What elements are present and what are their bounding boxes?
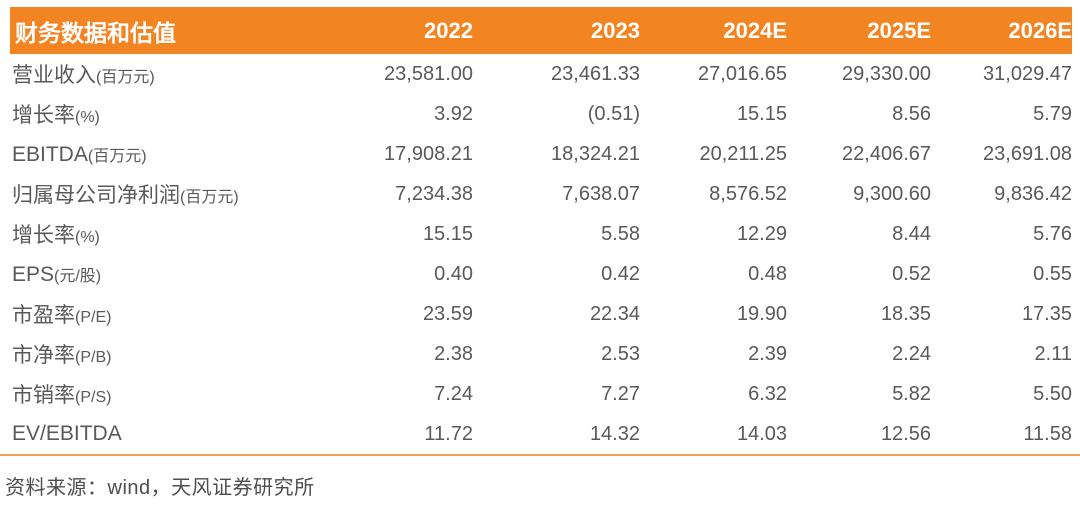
- row-label-eps: EPS(元/股): [12, 262, 102, 286]
- cell-value: 22.34: [589, 302, 640, 325]
- column-header-2022: 2022: [340, 7, 473, 54]
- cell-value: 7.27: [601, 382, 640, 405]
- cell-value: 14.32: [589, 422, 640, 445]
- row-label-ev-ebitda: EV/EBITDA: [12, 422, 122, 445]
- cell-value: 11.72: [424, 422, 473, 445]
- cell-value: 15.15: [422, 222, 473, 245]
- cell-value: 2.11: [1034, 342, 1072, 365]
- cell-value: 27,016.65: [698, 62, 787, 85]
- cell-value: 23.59: [422, 302, 473, 325]
- table-row: 增长率(%) 15.15 5.58 12.29 8.44 5.76: [10, 214, 1072, 254]
- cell-value: 17.35: [1021, 302, 1072, 325]
- cell-value: 29,330.00: [842, 62, 931, 85]
- cell-value: 5.50: [1033, 382, 1072, 405]
- cell-value: 2.53: [601, 342, 640, 365]
- cell-value: 7,638.07: [562, 182, 640, 205]
- cell-value: 18,324.21: [551, 142, 640, 165]
- cell-value: 2.38: [434, 342, 473, 365]
- cell-value: 20,211.25: [699, 142, 788, 165]
- cell-value: 17,908.21: [384, 142, 473, 165]
- cell-value: 23,461.33: [551, 62, 640, 85]
- cell-value: (0.51): [587, 102, 640, 125]
- row-label-revenue-growth: 增长率(%): [12, 104, 100, 127]
- table-title: 财务数据和估值: [10, 7, 340, 54]
- cell-value: 8.44: [892, 222, 931, 245]
- row-label-ps: 市销率(P/S): [12, 384, 112, 407]
- financial-estimates-page: 财务数据和估值 2022 2023 2024E 2025E 2026E 营业收入…: [0, 7, 1080, 510]
- cell-value: 5.58: [601, 222, 640, 245]
- cell-value: 0.42: [601, 262, 640, 285]
- cell-value: 8.56: [892, 102, 931, 125]
- cell-value: 14.03: [736, 422, 787, 445]
- row-label-pb: 市净率(P/B): [12, 344, 112, 367]
- cell-value: 9,836.42: [994, 182, 1072, 205]
- table-header-row: 财务数据和估值 2022 2023 2024E 2025E 2026E: [10, 7, 1072, 54]
- cell-value: 0.55: [1033, 262, 1072, 285]
- cell-value: 7,234.38: [395, 182, 473, 205]
- cell-value: 5.79: [1033, 102, 1072, 125]
- table-row: 市销率(P/S) 7.24 7.27 6.32 5.82 5.50: [10, 374, 1072, 414]
- cell-value: 0.48: [748, 262, 787, 285]
- cell-value: 3.92: [434, 102, 473, 125]
- cell-value: 12.29: [736, 222, 787, 245]
- cell-value: 7.24: [434, 382, 473, 405]
- row-label-ebitda: EBITDA(百万元): [12, 142, 147, 166]
- table-row: EV/EBITDA 11.72 14.32 14.03 12.56 11.58: [10, 414, 1072, 454]
- cell-value: 9,300.60: [853, 182, 931, 205]
- cell-value: 2.39: [748, 342, 787, 365]
- cell-value: 12.56: [880, 422, 931, 445]
- source-note: 资料来源：wind，天风证券研究所: [5, 477, 315, 499]
- cell-value: 8,576.52: [709, 182, 787, 205]
- cell-value: 0.40: [434, 262, 473, 285]
- cell-value: 0.52: [892, 262, 931, 285]
- table-row: 市净率(P/B) 2.38 2.53 2.39 2.24 2.11: [10, 334, 1072, 374]
- row-label-revenue: 营业收入(百万元): [12, 64, 155, 87]
- table-row: 增长率(%) 3.92 (0.51) 15.15 8.56 5.79: [10, 94, 1072, 134]
- row-label-pe: 市盈率(P/E): [12, 304, 112, 327]
- cell-value: 2.24: [892, 342, 931, 365]
- column-header-2026e: 2026E: [931, 7, 1072, 54]
- table-row: 市盈率(P/E) 23.59 22.34 19.90 18.35 17.35: [10, 294, 1072, 334]
- column-header-2025e: 2025E: [787, 7, 931, 54]
- column-header-2023: 2023: [473, 7, 640, 54]
- table-row: EBITDA(百万元) 17,908.21 18,324.21 20,211.2…: [10, 134, 1072, 174]
- table-row: EPS(元/股) 0.40 0.42 0.48 0.52 0.55: [10, 254, 1072, 294]
- table-bottom-divider: [0, 454, 1080, 456]
- cell-value: 5.82: [892, 382, 931, 405]
- table-row: 归属母公司净利润(百万元) 7,234.38 7,638.07 8,576.52…: [10, 174, 1072, 214]
- cell-value: 15.15: [736, 102, 787, 125]
- row-label-net-profit: 归属母公司净利润(百万元): [12, 184, 239, 207]
- table-row: 营业收入(百万元) 23,581.00 23,461.33 27,016.65 …: [10, 54, 1072, 94]
- row-label-profit-growth: 增长率(%): [12, 224, 100, 247]
- cell-value: 11.58: [1023, 422, 1072, 445]
- cell-value: 31,029.47: [983, 62, 1072, 85]
- cell-value: 23,691.08: [983, 142, 1072, 165]
- cell-value: 23,581.00: [384, 62, 473, 85]
- cell-value: 18.35: [880, 302, 931, 325]
- cell-value: 5.76: [1033, 222, 1072, 245]
- cell-value: 6.32: [748, 382, 787, 405]
- column-header-2024e: 2024E: [640, 7, 787, 54]
- financial-summary-table: 财务数据和估值 2022 2023 2024E 2025E 2026E 营业收入…: [10, 7, 1072, 454]
- cell-value: 19.90: [736, 302, 787, 325]
- cell-value: 22,406.67: [842, 142, 931, 165]
